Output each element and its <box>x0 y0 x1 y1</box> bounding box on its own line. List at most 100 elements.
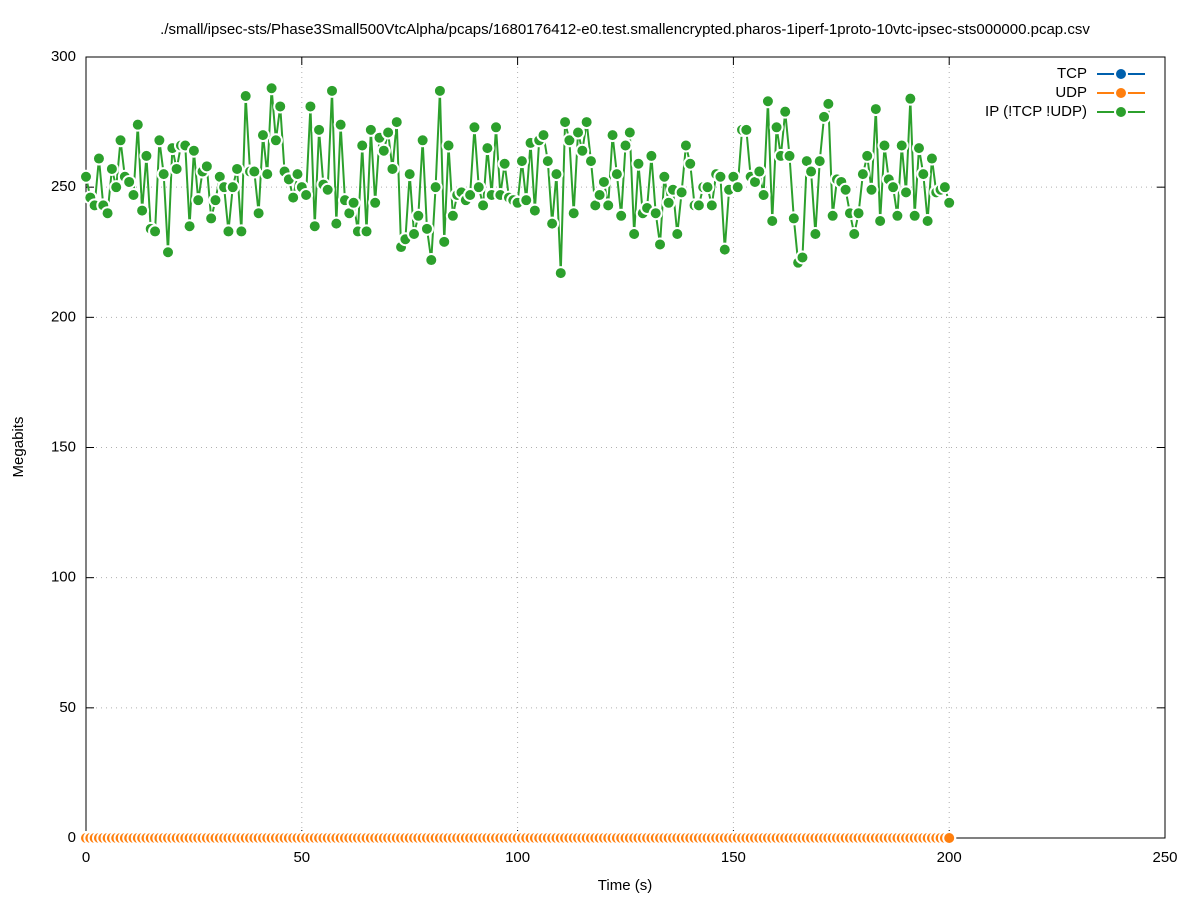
data-point <box>445 208 460 223</box>
data-point <box>920 214 935 229</box>
data-point <box>182 219 197 234</box>
data-point <box>812 154 827 169</box>
data-point <box>221 224 236 239</box>
data-point <box>566 206 581 221</box>
data-point <box>795 250 810 265</box>
chart-title: ./small/ipsec-sts/Phase3Small500VtcAlpha… <box>160 21 1090 38</box>
legend-label: UDP <box>1055 84 1087 101</box>
data-point <box>631 156 646 171</box>
data-point <box>355 138 370 153</box>
data-point <box>333 117 348 132</box>
data-point <box>424 253 439 268</box>
data-point <box>527 203 542 218</box>
data-point <box>605 128 620 143</box>
data-point <box>903 91 918 106</box>
data-point <box>320 182 335 197</box>
data-point <box>752 164 767 179</box>
data-point <box>924 151 939 166</box>
data-point <box>489 120 504 135</box>
x-tick-label: 200 <box>937 849 962 866</box>
data-point <box>648 206 663 221</box>
data-point <box>847 227 862 242</box>
data-point <box>769 120 784 135</box>
data-point <box>540 154 555 169</box>
legend-marker <box>1114 105 1128 119</box>
data-point <box>247 164 262 179</box>
data-point <box>808 227 823 242</box>
data-point <box>614 208 629 223</box>
data-point <box>868 102 883 117</box>
data-point <box>575 143 590 158</box>
y-tick-label: 200 <box>51 308 76 325</box>
data-point <box>307 219 322 234</box>
y-tick-label: 250 <box>51 178 76 195</box>
data-point <box>148 224 163 239</box>
data-point <box>942 195 957 210</box>
data-point <box>303 99 318 114</box>
data-point <box>756 187 771 202</box>
data-point <box>691 198 706 213</box>
data-point <box>851 206 866 221</box>
data-point <box>700 180 715 195</box>
data-point <box>514 154 529 169</box>
data-point <box>821 96 836 111</box>
data-point <box>415 133 430 148</box>
data-point <box>886 180 901 195</box>
data-point <box>674 185 689 200</box>
data-point <box>519 193 534 208</box>
y-tick-label: 0 <box>68 829 76 846</box>
data-point <box>191 193 206 208</box>
data-point <box>644 148 659 163</box>
data-point <box>208 193 223 208</box>
data-point <box>135 203 150 218</box>
data-point <box>376 143 391 158</box>
data-point <box>432 83 447 98</box>
data-point <box>109 180 124 195</box>
data-point <box>273 99 288 114</box>
data-point <box>385 161 400 176</box>
data-point <box>536 128 551 143</box>
data-point <box>251 206 266 221</box>
data-point <box>156 167 171 182</box>
data-point <box>113 133 128 148</box>
data-point <box>739 122 754 137</box>
data-point <box>471 180 486 195</box>
data-point <box>368 195 383 210</box>
x-tick-label: 50 <box>293 849 310 866</box>
data-point <box>804 164 819 179</box>
data-point <box>553 266 568 281</box>
data-point <box>562 133 577 148</box>
data-point <box>864 182 879 197</box>
data-point <box>230 161 245 176</box>
data-point <box>381 125 396 140</box>
data-point <box>549 167 564 182</box>
legend-marker <box>1114 86 1128 100</box>
data-point <box>363 122 378 137</box>
data-point <box>579 115 594 130</box>
data-point <box>238 89 253 104</box>
data-point <box>139 148 154 163</box>
data-point <box>877 138 892 153</box>
data-point <box>329 216 344 231</box>
data-point <box>942 831 957 845</box>
data-point <box>661 195 676 210</box>
data-point <box>730 180 745 195</box>
data-point <box>627 227 642 242</box>
data-point <box>894 138 909 153</box>
data-point <box>476 198 491 213</box>
data-point <box>441 138 456 153</box>
data-point <box>545 216 560 231</box>
data-point <box>130 117 145 132</box>
data-point <box>264 81 279 96</box>
data-point <box>325 83 340 98</box>
legend-marker <box>1114 67 1128 81</box>
data-point <box>911 141 926 156</box>
data-point <box>937 180 952 195</box>
data-point <box>683 156 698 171</box>
y-tick-label: 300 <box>51 48 76 65</box>
data-point <box>704 198 719 213</box>
data-point <box>765 214 780 229</box>
data-point <box>907 208 922 223</box>
data-point <box>312 122 327 137</box>
